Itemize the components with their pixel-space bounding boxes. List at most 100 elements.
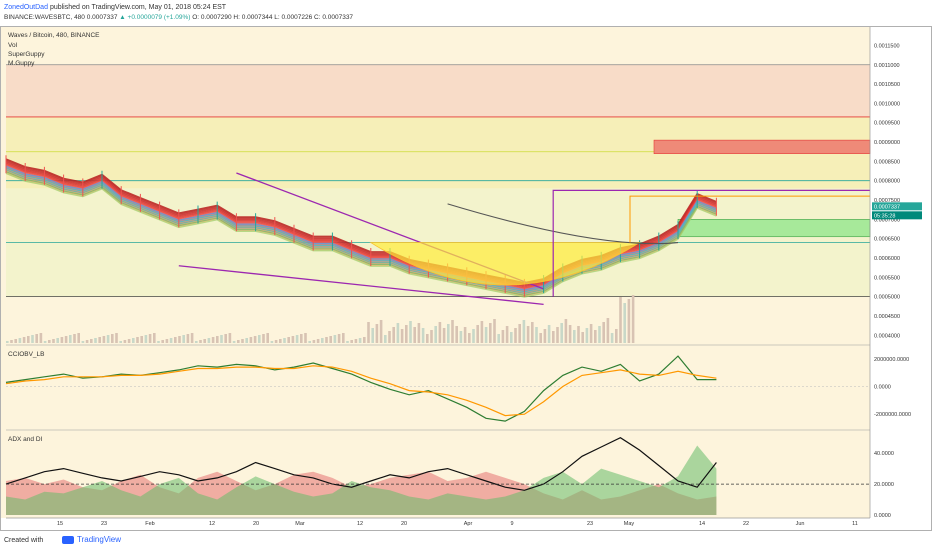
volume-bar (472, 329, 475, 343)
volume-bar (48, 340, 51, 343)
volume-bar (136, 337, 139, 343)
volume-bar (375, 324, 379, 343)
guppy-fast-line-1 (5, 167, 717, 293)
volume-bar (304, 333, 307, 343)
volume-bar (354, 339, 358, 343)
volume-bars (6, 295, 635, 343)
author-link[interactable]: ZonedOutDad (4, 4, 48, 11)
volume-bar (232, 341, 236, 343)
x-tick-label: 20 (253, 521, 259, 527)
volume-bar (6, 341, 9, 343)
volume-bar (556, 327, 559, 343)
tradingview-logo[interactable]: TradingView (62, 535, 121, 544)
y-tick-label: 0.0006500 (874, 237, 900, 243)
volume-bar (379, 320, 383, 343)
volume-bar (447, 324, 450, 343)
guppy-fast-line-3 (5, 170, 717, 296)
wedge-lower-line (178, 265, 544, 306)
target-line (629, 195, 870, 243)
volume-bar (186, 334, 190, 343)
countdown-tag (872, 211, 922, 220)
volume-bar (73, 334, 76, 343)
volume-bar (505, 326, 509, 343)
volume-bar (178, 336, 181, 343)
volume-bar (409, 321, 412, 343)
x-tick-label: Apr (464, 521, 473, 527)
volume-bar (392, 327, 395, 343)
last-price-tag (872, 202, 922, 211)
volume-bar (94, 338, 97, 343)
volume-bar (585, 328, 589, 343)
y-tick-label: 0.0009500 (874, 121, 900, 127)
volume-bar (115, 333, 118, 343)
volume-bar (594, 330, 597, 343)
volume-bar (207, 338, 211, 343)
volume-bar (430, 330, 433, 343)
publish-line: ZonedOutDad published on TradingView.com… (4, 4, 226, 11)
volume-bar (85, 340, 89, 343)
cup-pattern (369, 242, 641, 286)
volume-bar (237, 340, 240, 343)
volume-bar (602, 322, 605, 343)
volume-bar (610, 333, 614, 343)
volume-bar (329, 336, 332, 343)
guppy-fast-line-4 (5, 172, 717, 298)
y-tick-label: 0.0006000 (874, 256, 900, 262)
volume-bar (468, 333, 471, 343)
long-ma (447, 203, 679, 245)
cciobv-title: CCIOBV_LB (8, 351, 45, 358)
volume-bar (153, 333, 156, 343)
volume-bar (295, 335, 299, 343)
di-plus-area (6, 445, 717, 515)
volume-bar (22, 337, 26, 343)
volume-bar (312, 340, 316, 343)
volume-bar (358, 338, 362, 343)
volume-bar (413, 327, 416, 343)
y-tick-label: 0.0004500 (874, 314, 900, 320)
adx-pane (5, 429, 870, 515)
pane-labels: Waves / Bitcoin, 480, BINANCE Vol SuperGup… (8, 32, 100, 443)
guppy-line-6 (5, 167, 717, 294)
volume-bar (442, 328, 446, 343)
x-tick-label: Mar (295, 521, 305, 527)
x-tick-label: 15 (57, 521, 63, 527)
x-tick-label: 14 (699, 521, 705, 527)
volume-bar (518, 324, 521, 343)
volume-bar (535, 327, 538, 343)
volume-bar (463, 327, 467, 343)
ohlc-values: O: 0.0007290 H: 0.0007344 L: 0.0007226 C… (192, 14, 354, 21)
volume-bar (363, 337, 366, 343)
volume-bar (266, 333, 269, 343)
volume-bar (253, 336, 257, 343)
volume-bar (77, 333, 80, 343)
x-tick-label: 22 (743, 521, 749, 527)
volume-bar (43, 341, 47, 343)
y-tick-label: 0.0008500 (874, 159, 900, 165)
volume-bar (190, 333, 194, 343)
volume-bar (161, 340, 164, 343)
y-tick-label: 0.0010500 (874, 82, 900, 88)
volume-bar (98, 337, 101, 343)
volume-bar (606, 318, 610, 343)
volume-bar (417, 323, 421, 343)
volume-bar (400, 329, 404, 343)
volume-bar (274, 340, 278, 343)
change-value: ▲ +0.0000079 (+1.09%) (119, 14, 191, 21)
volume-bar (321, 338, 324, 343)
volume-bar (510, 332, 513, 343)
x-tick-label: 11 (852, 521, 858, 527)
volume-bar (459, 331, 463, 343)
volume-bar (123, 340, 127, 343)
last-price-label: 0.0007337 (874, 204, 900, 210)
volume-bar (577, 326, 580, 343)
volume-bar (619, 297, 622, 343)
publish-info: published on TradingView.com, May 01, 20… (49, 4, 227, 11)
volume-bar (581, 332, 584, 343)
volume-bar (102, 336, 106, 343)
volume-bar (287, 337, 290, 343)
chart-header: ZonedOutDad published on TradingView.com… (0, 0, 932, 26)
zone-band-upper (6, 64, 870, 117)
x-tick-label: 9 (510, 521, 513, 527)
volume-bar (220, 335, 223, 343)
